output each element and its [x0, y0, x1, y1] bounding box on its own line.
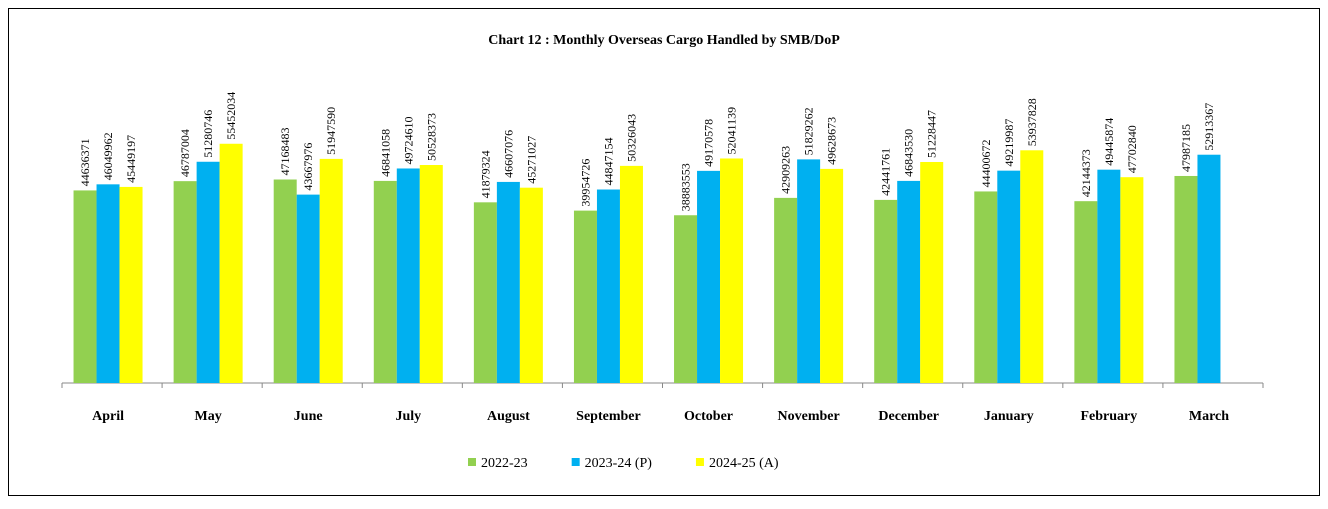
value-label: 46843530 [902, 129, 916, 177]
bar [920, 161, 944, 383]
value-label: 44400672 [979, 139, 993, 187]
bar [797, 159, 821, 383]
value-label: 47702840 [1125, 125, 1139, 173]
value-label: 44636371 [78, 138, 92, 186]
bar [720, 158, 744, 383]
value-label: 45271027 [524, 136, 538, 184]
bar [1197, 154, 1221, 383]
value-label: 46787004 [178, 129, 192, 177]
bar [173, 181, 197, 383]
bar [396, 168, 420, 383]
value-label: 51947590 [324, 107, 338, 155]
bar [1174, 175, 1198, 383]
value-label: 43667976 [301, 143, 315, 191]
x-tick-label: January [984, 409, 1034, 424]
x-tick-label: August [487, 409, 530, 424]
bar [573, 210, 597, 383]
value-label: 39954726 [578, 159, 592, 207]
value-label: 55452034 [224, 92, 238, 140]
value-label: 51829262 [802, 107, 816, 155]
bar [419, 165, 443, 383]
x-tick-label: March [1189, 409, 1229, 424]
value-label: 38883553 [679, 163, 693, 211]
legend-swatch [468, 458, 476, 466]
value-label: 53937828 [1025, 98, 1039, 146]
x-tick-label: September [576, 409, 641, 424]
bar [897, 180, 921, 383]
bar [774, 197, 798, 383]
bar [820, 168, 844, 383]
x-tick-label: February [1080, 409, 1137, 424]
frame [8, 8, 1320, 496]
value-label: 52041139 [725, 107, 739, 155]
x-tick-label: October [684, 409, 733, 424]
value-label: 49628673 [825, 117, 839, 165]
bar [496, 181, 520, 383]
bar [674, 215, 698, 383]
value-label: 49724610 [401, 116, 415, 164]
bar [296, 194, 320, 383]
bar [319, 158, 343, 383]
value-label: 46607076 [501, 130, 515, 178]
bar [1074, 201, 1098, 383]
value-label: 44847154 [601, 138, 615, 186]
bar [519, 187, 543, 383]
value-label: 51228447 [925, 110, 939, 158]
x-tick-label: May [195, 409, 222, 424]
bar [1097, 169, 1121, 383]
bar [373, 180, 397, 383]
legend-label: 2023-24 (P) [585, 456, 653, 471]
x-tick-label: July [395, 409, 421, 424]
value-label: 51280746 [201, 110, 215, 158]
value-label: 42144373 [1079, 149, 1093, 197]
bar [596, 189, 620, 383]
bar [196, 161, 220, 383]
bar [1120, 177, 1144, 383]
legend-label: 2024-25 (A) [709, 456, 779, 471]
legend-label: 2022-23 [481, 456, 528, 471]
x-tick-label: April [92, 409, 124, 424]
x-tick-label: December [878, 409, 939, 424]
value-label: 47987185 [1179, 124, 1193, 172]
bar [119, 186, 143, 383]
x-tick-label: November [778, 409, 840, 424]
value-label: 50528373 [424, 113, 438, 161]
value-label: 49170578 [702, 119, 716, 167]
value-label: 52913367 [1202, 103, 1216, 151]
bar [874, 199, 898, 383]
bar [73, 190, 97, 383]
bar [1020, 150, 1044, 383]
bar [219, 143, 243, 383]
x-tick-label: June [294, 409, 323, 424]
bar [697, 170, 721, 383]
bar [619, 165, 643, 383]
value-label: 47168483 [278, 128, 292, 176]
value-label: 50326043 [624, 114, 638, 162]
value-label: 42441761 [879, 148, 893, 196]
value-label: 45449197 [124, 135, 138, 183]
bar [96, 184, 120, 383]
value-label: 49445874 [1102, 118, 1116, 166]
bar [974, 191, 998, 383]
bar [273, 179, 297, 383]
value-label: 41879324 [478, 150, 492, 198]
value-label: 42909263 [779, 146, 793, 194]
legend-swatch [695, 458, 704, 466]
value-label: 46841058 [378, 129, 392, 177]
value-label: 46049962 [101, 132, 115, 180]
bar [473, 202, 497, 383]
legend-swatch [571, 458, 580, 466]
bar [997, 170, 1021, 383]
value-label: 49219987 [1002, 119, 1016, 167]
chart-title: Chart 12 : Monthly Overseas Cargo Handle… [488, 33, 840, 48]
